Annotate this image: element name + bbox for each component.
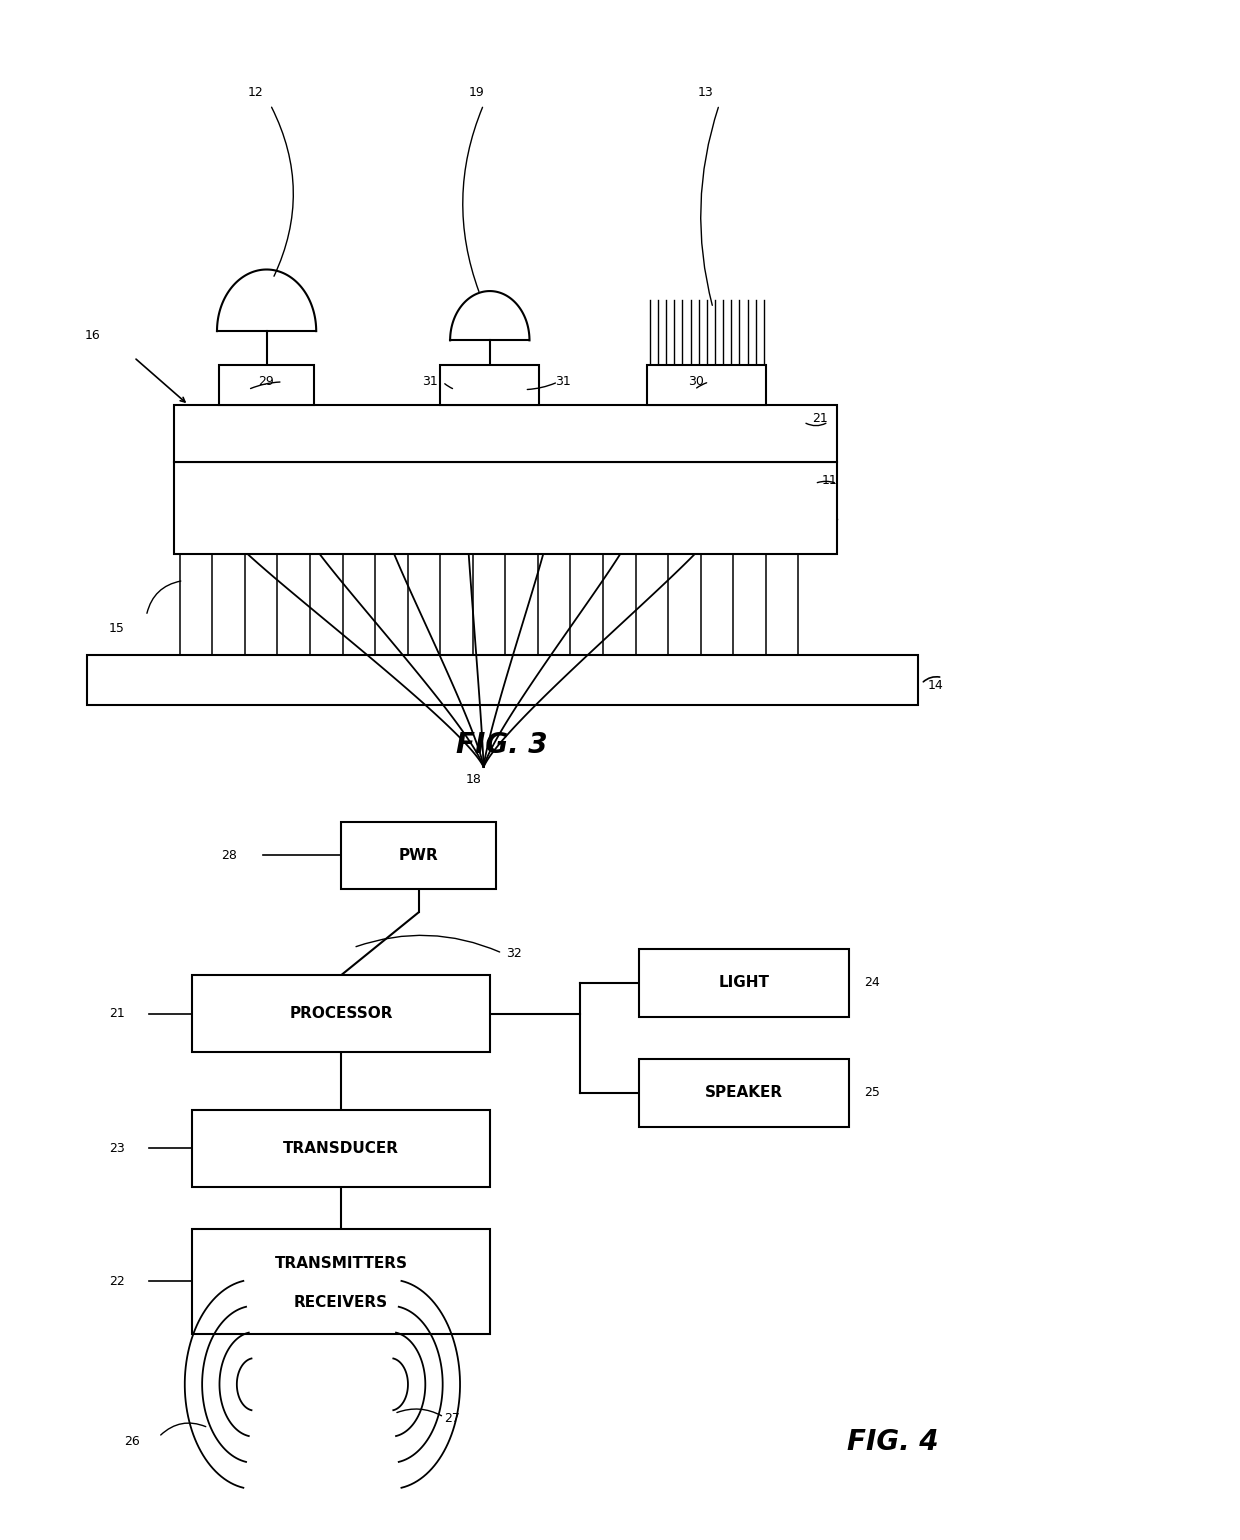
Text: 12: 12 xyxy=(248,86,264,99)
Text: 31: 31 xyxy=(556,376,572,388)
Text: 27: 27 xyxy=(444,1412,460,1424)
Text: FIG. 3: FIG. 3 xyxy=(456,732,548,759)
Text: 21: 21 xyxy=(812,413,828,425)
Text: 30: 30 xyxy=(688,376,704,388)
FancyBboxPatch shape xyxy=(192,1110,490,1187)
FancyBboxPatch shape xyxy=(87,654,918,705)
Text: 31: 31 xyxy=(422,376,438,388)
Text: 14: 14 xyxy=(928,679,944,691)
Text: 29: 29 xyxy=(258,376,274,388)
FancyBboxPatch shape xyxy=(192,1229,490,1334)
Text: PWR: PWR xyxy=(398,849,439,862)
Text: 11: 11 xyxy=(822,474,838,487)
Text: 25: 25 xyxy=(864,1086,880,1100)
Text: 28: 28 xyxy=(221,849,237,862)
FancyBboxPatch shape xyxy=(219,365,314,405)
FancyBboxPatch shape xyxy=(440,365,539,405)
Text: TRANSDUCER: TRANSDUCER xyxy=(283,1141,399,1157)
Text: 23: 23 xyxy=(109,1141,125,1155)
Text: 24: 24 xyxy=(864,976,880,990)
Text: 21: 21 xyxy=(109,1007,125,1021)
Text: 18: 18 xyxy=(466,773,481,785)
Text: 13: 13 xyxy=(698,86,714,99)
Text: 26: 26 xyxy=(124,1435,140,1449)
FancyBboxPatch shape xyxy=(647,365,766,405)
FancyBboxPatch shape xyxy=(639,1060,849,1127)
Text: FIG. 4: FIG. 4 xyxy=(847,1428,939,1455)
FancyBboxPatch shape xyxy=(639,949,849,1016)
Text: PROCESSOR: PROCESSOR xyxy=(289,1006,393,1021)
Text: 32: 32 xyxy=(506,947,522,959)
Text: SPEAKER: SPEAKER xyxy=(704,1086,784,1100)
Text: 16: 16 xyxy=(84,330,100,342)
FancyBboxPatch shape xyxy=(174,405,837,462)
FancyBboxPatch shape xyxy=(174,462,837,554)
Text: 15: 15 xyxy=(109,622,125,634)
Text: 19: 19 xyxy=(469,86,485,99)
Text: TRANSMITTERS: TRANSMITTERS xyxy=(274,1255,408,1270)
FancyBboxPatch shape xyxy=(192,975,490,1052)
Text: LIGHT: LIGHT xyxy=(718,975,770,990)
Text: RECEIVERS: RECEIVERS xyxy=(294,1295,388,1309)
Text: 22: 22 xyxy=(109,1275,125,1287)
FancyBboxPatch shape xyxy=(341,822,496,890)
